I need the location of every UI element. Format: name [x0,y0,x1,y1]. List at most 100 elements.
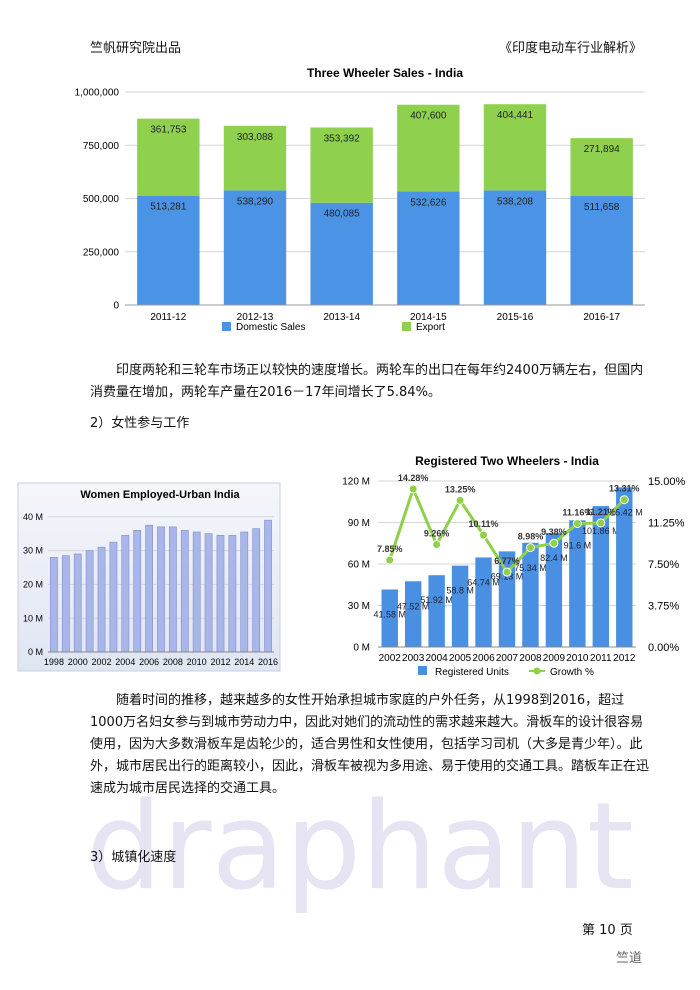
x-tick-label: 2004 [426,653,449,664]
chart-title: Women Employed-Urban India [80,489,240,501]
data-label: 271,894 [584,144,621,155]
x-tick-label: 2013-14 [323,312,360,323]
bar [569,520,586,647]
data-label: 14.28% [398,473,429,483]
x-tick-label: 2016-17 [583,312,620,323]
bar [381,589,398,647]
point [572,518,582,528]
bar-segment [397,104,460,192]
paragraph: 随着时间的推移，越来越多的女性开始承担城市家庭的户外任务，从1998到2016，… [90,693,650,796]
x-tick-label: 2007 [496,653,519,664]
chart-title: Three Wheeler Sales - India [307,66,463,80]
data-label: 10.11% [469,519,499,529]
data-label: 9.38% [541,527,567,537]
data-label: 101.86 M [582,526,620,536]
bar [169,526,177,653]
bar [545,533,563,647]
heading: 3）城镇化速度 [90,850,177,865]
y-tick-label: 0.00% [648,642,679,654]
x-tick-label: 2014-15 [410,312,447,323]
x-tick-label: 2011-12 [150,312,186,323]
data-label: 82.4 M [540,553,568,563]
data-label: 9.26% [424,529,450,539]
x-tick-label: 2002 [92,657,112,667]
data-label: 480,085 [324,209,361,220]
legend-swatch [533,667,541,675]
data-label: 75.34 M [514,563,547,573]
x-tick-label: 2006 [472,653,495,664]
bar-segment [137,118,200,196]
point [432,540,442,550]
y-tick-label: 3.75% [648,600,679,612]
x-tick-label: 2009 [543,653,566,664]
bar-segment [310,202,373,305]
point [408,484,418,494]
data-label: 58.8 M [446,586,474,596]
y-tick-label: 11.25% [648,517,685,529]
y-tick-label: 7.50% [648,559,679,571]
bar-segment [137,195,200,305]
data-label: 11.21% [586,507,616,517]
header-right: 《印度电动车行业解析》 [498,41,642,56]
bar-segment [397,191,460,305]
legend-label: Domestic Sales [236,322,305,333]
y-tick-label: 30 M [348,601,370,612]
data-label: 64.74 M [467,577,500,587]
bar [404,581,422,647]
x-tick-label: 2002 [379,653,402,664]
bar [428,575,445,647]
data-label: 532,626 [410,198,447,209]
y-tick-label: 750,000 [83,141,120,152]
bar [522,542,539,647]
x-tick-label: 2011 [590,653,612,664]
bar [592,506,610,647]
y-tick-label: 120 M [342,477,370,488]
legend-swatch [222,322,231,331]
logo: 竺道 [616,951,643,966]
point [549,538,559,548]
x-tick-label: 2006 [139,657,159,667]
x-tick-label: 2016 [258,657,278,667]
x-tick-label: 2005 [449,653,472,664]
x-tick-label: 2008 [519,653,542,664]
bar [216,535,225,653]
data-label: 513,281 [150,202,187,213]
point [619,495,629,505]
legend-label: Registered Units [435,667,509,678]
y-tick-label: 15.00% [648,476,686,488]
point [385,555,395,565]
x-tick-label: 1998 [44,657,64,667]
bar [192,531,201,653]
y-tick-label: 20 M [23,580,43,590]
bar-segment [483,190,547,305]
bar [145,524,153,653]
data-label: 404,441 [497,110,534,121]
y-tick-label: 10 M [23,613,43,623]
bar [204,533,213,653]
bar [180,529,189,653]
point [502,567,512,577]
data-label: 7.85% [377,544,403,554]
x-tick-label: 2012 [613,653,636,664]
y-tick-label: 30 M [23,546,43,556]
bar [451,565,469,647]
page-number: 第 10 页 [582,923,633,938]
y-tick-label: 0 M [28,647,43,657]
bar [475,557,492,647]
header-left: 竺帆研究院出品 [90,41,182,56]
bar [97,546,106,653]
bar [616,487,633,647]
bar-segment [570,196,633,305]
legend-swatch [402,322,411,331]
y-tick-label: 40 M [23,512,43,522]
chart-title: Registered Two Wheelers - India [415,454,599,468]
data-label: 91.6 M [564,540,592,550]
bar [498,551,516,647]
data-label: 13.31% [609,484,640,494]
x-tick-label: 2004 [115,657,135,667]
x-tick-label: 2010 [187,657,207,667]
bar [85,550,94,653]
x-tick-label: 2012 [210,657,230,667]
